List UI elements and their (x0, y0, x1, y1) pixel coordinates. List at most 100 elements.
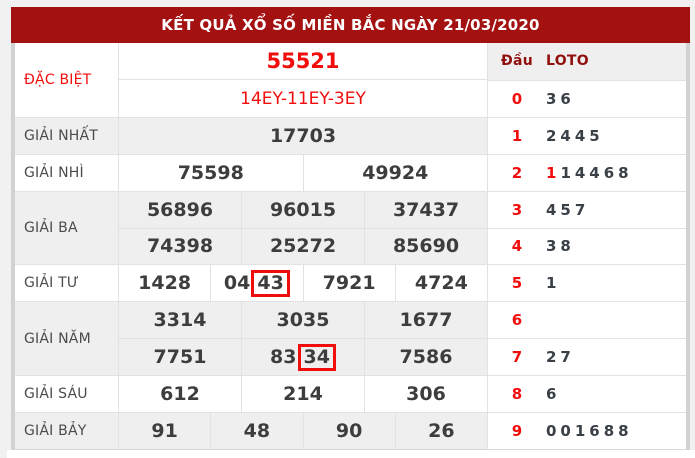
loto-row-7: 7 27 (488, 338, 686, 375)
prize-cell: 3035 (241, 302, 364, 339)
loto-digit: 8 (511, 385, 523, 404)
prize-row-fourth: GIẢI TƯ 1428 04 43 7921 4724 (15, 264, 487, 302)
prize-number: 56896 (146, 198, 214, 221)
loto-row-0: 0 36 (488, 79, 686, 117)
loto-row-6: 6 (488, 301, 686, 338)
prize-cell: 7586 (364, 339, 487, 376)
prize-cell: 612 (119, 376, 241, 412)
prize-number-prefix: 83 (270, 346, 297, 369)
loto-row-1: 1 2445 (488, 116, 686, 154)
prize-cell: 37437 (364, 191, 487, 228)
prize-cell-annotated: 83 34 (241, 339, 364, 376)
prize-label-seventh: GIẢI BẢY (24, 423, 87, 440)
prize-cell: 7751 (119, 339, 241, 375)
prize-label-first: GIẢI NHẤT (24, 127, 99, 144)
prize-number: 25272 (269, 235, 337, 258)
prize-number: 1677 (399, 309, 453, 332)
loto-digit: 0 (511, 89, 523, 108)
page-title: KẾT QUẢ XỔ SỐ MIỀN BẮC NGÀY 21/03/2020 (11, 7, 690, 43)
prize-number: 75598 (177, 161, 244, 184)
loto-digit: 3 (511, 200, 523, 219)
page-bottom-margin (7, 450, 695, 458)
prize-cell: 214 (241, 376, 364, 413)
prize-cell: 1677 (364, 302, 487, 339)
prize-cell: 85690 (364, 228, 487, 265)
prize-cell: 306 (364, 376, 487, 413)
loto-digit: 2 (511, 163, 523, 182)
loto-digit: 1 (511, 126, 523, 145)
special-codes-cell: 14EY-11EY-3EY (119, 80, 487, 116)
loto-panel: Đầu LOTO 0 36 1 2445 2 114468 3 457 4 38 (487, 43, 686, 449)
prize-cells-special: 55521 14EY-11EY-3EY (118, 43, 487, 117)
prize-cell: 49924 (302, 154, 488, 191)
prize-cell: 90 (302, 413, 395, 449)
prize-row-second: GIẢI NHÌ 75598 49924 (15, 153, 488, 191)
prize-number: 7751 (153, 346, 207, 369)
loto-value: 457 (546, 200, 590, 219)
prize-row-third: GIẢI BA 56896 96015 37437 74398 25272 85… (15, 190, 487, 265)
prize-label-fifth: GIẢI NĂM (24, 330, 91, 347)
loto-value: 001688 (546, 422, 633, 441)
prize-number: 17703 (269, 124, 337, 147)
prize-number: 3035 (276, 309, 330, 332)
prize-cell: 96015 (241, 191, 364, 228)
loto-row-3: 3 457 (488, 190, 686, 228)
prize-number: 214 (283, 383, 323, 406)
prize-number: 7921 (322, 272, 376, 295)
prize-number: 306 (406, 383, 446, 406)
prize-cell: 91 (119, 413, 210, 449)
loto-row-5: 5 1 (488, 264, 686, 301)
loto-row-4: 4 38 (488, 227, 686, 265)
dau-column-header: Đầu (500, 53, 534, 70)
results-body: ĐẶC BIỆT 55521 14EY-11EY-3EY (11, 43, 690, 450)
prize-row-fifth: GIẢI NĂM 3314 3035 1677 7751 83 34 7586 (15, 301, 487, 376)
prize-cell-annotated: 04 43 (210, 265, 302, 302)
prize-row-sixth: GIẢI SÁU 612 214 306 (15, 375, 487, 413)
prize-label-special: ĐẶC BIỆT (24, 71, 92, 88)
prize-number: 91 (151, 420, 178, 443)
loto-value: 6 (546, 385, 561, 404)
loto-highlight: 1 (546, 163, 561, 182)
loto-column-header: LOTO (546, 53, 589, 70)
prize-number: 4724 (414, 272, 468, 295)
prize-number: 48 (243, 420, 271, 443)
prize-number: 26 (428, 420, 455, 443)
prize-row-first: GIẢI NHẤT 17703 (15, 116, 487, 154)
prize-label-third: GIẢI BA (24, 220, 78, 237)
prize-label-fourth: GIẢI TƯ (24, 275, 80, 292)
prize-number: 96015 (269, 198, 337, 221)
prize-number: 3314 (153, 309, 207, 332)
prize-number: 90 (335, 420, 363, 443)
prize-number: 1428 (138, 272, 192, 295)
prize-table: ĐẶC BIỆT 55521 14EY-11EY-3EY (15, 43, 487, 449)
loto-row-9: 9 001688 (488, 412, 686, 449)
prize-cell: 48 (210, 413, 302, 449)
prize-number: 85690 (392, 235, 460, 258)
loto-value: 1 (546, 274, 561, 293)
prize-number: 49924 (362, 161, 429, 184)
prize-number: 37437 (392, 198, 460, 221)
special-prize-codes: 14EY-11EY-3EY (240, 88, 366, 109)
special-prize-number: 55521 (266, 49, 340, 74)
prize-cell: 26 (394, 413, 487, 449)
prize-number: 612 (160, 383, 200, 406)
prize-number: 7586 (399, 346, 453, 369)
special-number-cell: 55521 (119, 43, 487, 79)
loto-value: 14468 (560, 163, 633, 182)
loto-panel-header: Đầu LOTO (488, 43, 686, 80)
loto-value: 27 (546, 348, 575, 367)
loto-digit: 5 (511, 274, 523, 293)
loto-row-8: 8 6 (488, 375, 686, 412)
prize-cell: 75598 (119, 155, 303, 191)
prize-row-seventh: GIẢI BẢY 91 48 90 26 (15, 412, 487, 449)
prize-cell: 1428 (119, 265, 210, 301)
prize-row-special: ĐẶC BIỆT 55521 14EY-11EY-3EY (15, 43, 487, 117)
prize-cell: 7921 (302, 265, 395, 302)
prize-cell: 25272 (241, 228, 364, 265)
prize-number: 74398 (146, 235, 214, 258)
red-highlight-box: 34 (297, 343, 336, 371)
prize-cell: 17703 (119, 118, 487, 154)
prize-cell: 56896 (119, 192, 241, 228)
loto-value: 36 (546, 89, 575, 108)
loto-digit: 7 (511, 348, 523, 367)
